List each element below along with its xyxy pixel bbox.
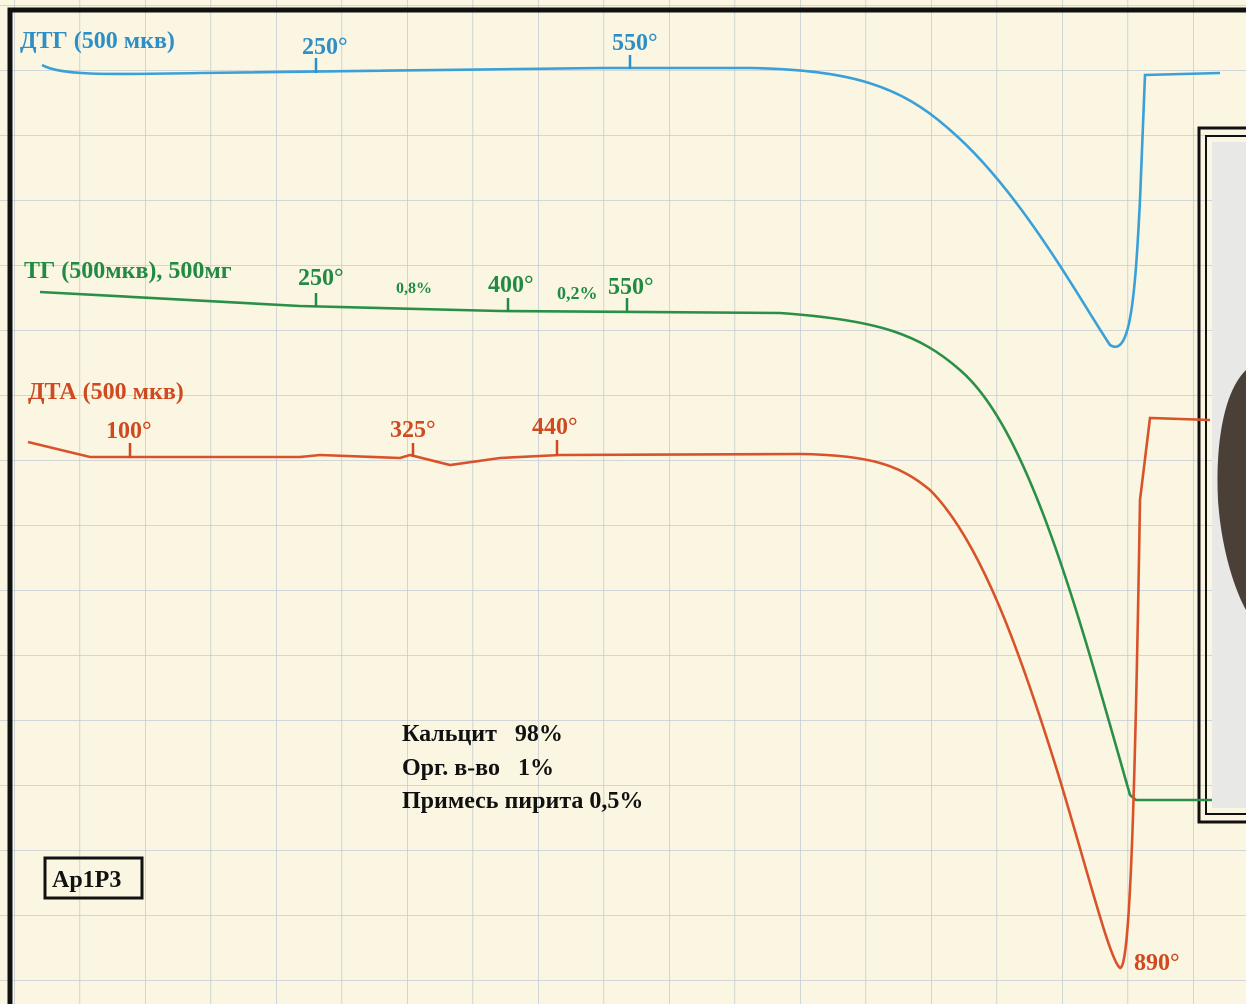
dtg-curve [41, 63, 1221, 349]
photo [1197, 126, 1246, 824]
sample-box [43, 856, 144, 900]
sample-id: Ар1Р3 [52, 867, 121, 893]
tg-curve [39, 290, 1212, 802]
composition-line: Примесь пирита 0,5% [402, 788, 643, 814]
dtg-label: ДТГ (500 мкв) [20, 28, 175, 54]
dta-curve [27, 416, 1211, 970]
temp-label: 250° [302, 34, 348, 60]
temp-label: 550° [608, 274, 654, 300]
ticks [128, 55, 632, 458]
temp-label: 440° [532, 414, 578, 440]
tg-label: ТГ (500мкв), 500мг [24, 258, 232, 284]
temp-label: 890° [1134, 950, 1180, 976]
mass-loss: 0,2% [557, 283, 598, 303]
mass-loss: 0,8% [396, 280, 432, 297]
composition-line: Кальцит 98% [402, 721, 563, 747]
temp-label: 400° [488, 272, 534, 298]
dta-label: ДТА (500 мкв) [28, 379, 184, 405]
composition-line: Орг. в-во 1% [402, 755, 554, 781]
curves [27, 63, 1221, 970]
temp-label: 100° [106, 418, 152, 444]
temp-label: 250° [298, 265, 344, 291]
frame [7, 7, 1246, 1004]
temp-label: 325° [390, 417, 436, 443]
temp-label: 550° [612, 30, 658, 56]
